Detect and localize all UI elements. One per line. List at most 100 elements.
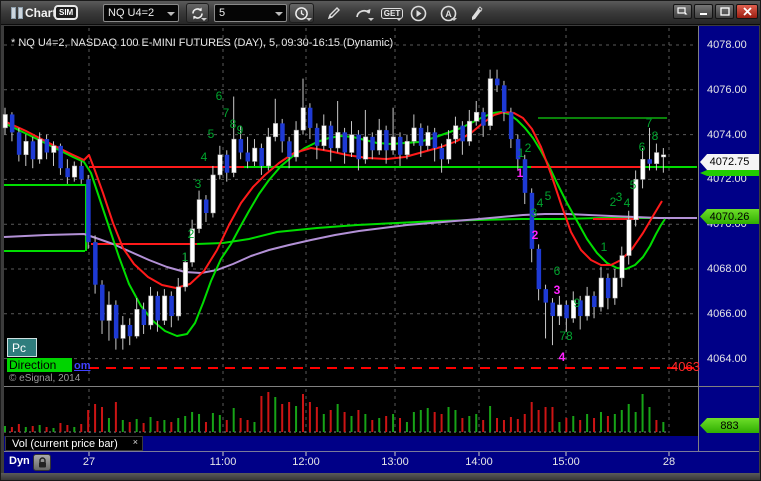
candle-body [543, 289, 549, 303]
volume-bar [572, 416, 575, 432]
candle-body [571, 300, 577, 319]
redo-arrow-icon[interactable] [353, 4, 375, 22]
candle-body [65, 168, 70, 178]
candle-body [495, 78, 500, 86]
volume-bar [551, 407, 554, 432]
interval-dropdown-value: 5 [219, 7, 226, 19]
lock-icon[interactable] [33, 454, 51, 471]
auto-annotation-icon[interactable]: A [438, 4, 458, 22]
symbol-dropdown[interactable]: NQ U4=2 [103, 4, 179, 22]
candle-body [605, 277, 611, 299]
volume-bar [45, 427, 48, 432]
volume-bar [24, 427, 27, 432]
volume-bar [343, 412, 346, 432]
interval-dropdown[interactable]: 5 [214, 4, 287, 22]
volume-bar [211, 413, 214, 432]
candle-body [72, 165, 78, 178]
volume-bar [156, 421, 159, 432]
candle-body [307, 107, 313, 128]
time-axis-label: 13:00 [381, 456, 409, 468]
candle-body [141, 309, 147, 325]
pivot-count-green: 8 [229, 117, 237, 131]
candle-body [550, 302, 555, 317]
volume-bar [218, 415, 221, 432]
draw-pencil-icon[interactable] [324, 4, 344, 22]
volume-bar [198, 414, 201, 432]
candle-body [16, 132, 22, 155]
link-text[interactable]: om [74, 360, 91, 372]
direction-study-label[interactable]: Direction [7, 358, 72, 372]
volume-bar [579, 420, 582, 432]
volume-bar [475, 414, 478, 432]
volume-bar [246, 420, 249, 432]
volume-bar [66, 425, 69, 432]
candle-body [189, 228, 195, 263]
pc-study-label[interactable]: Pc [7, 338, 37, 357]
chevron-down-icon[interactable] [396, 18, 402, 21]
symbol-settings-button[interactable] [186, 3, 209, 23]
candle-body [238, 139, 244, 153]
volume-bar [10, 427, 13, 432]
minimize-button[interactable] [694, 4, 713, 19]
candle-body [418, 127, 424, 146]
time-interval-button[interactable] [289, 3, 314, 23]
chevron-down-icon[interactable] [201, 18, 207, 21]
chevron-down-icon[interactable] [306, 18, 312, 21]
price-axis-label: 4074.00 [707, 128, 747, 141]
volume-bar [558, 422, 561, 432]
dynamic-session-label: Dyn [9, 455, 30, 467]
volume-bar [662, 422, 665, 432]
price-axis-label: 4076.00 [707, 83, 747, 96]
volume-bar [593, 418, 596, 432]
candle-body [619, 255, 625, 279]
get-data-button[interactable]: GET [380, 4, 404, 22]
close-icon[interactable]: × [132, 437, 138, 447]
paint-brush-icon[interactable] [466, 4, 486, 22]
candle-body [231, 138, 237, 173]
candle-body [467, 120, 473, 142]
candle-body [501, 85, 507, 113]
volume-bar [267, 392, 270, 432]
vol-tab-label: Vol (current price bar) [12, 437, 118, 450]
candle-body [647, 159, 652, 164]
tab-vol-study[interactable]: Vol (current price bar) × [5, 436, 143, 451]
close-button[interactable] [736, 4, 758, 19]
volume-bar [412, 412, 415, 432]
candle-body [280, 123, 285, 142]
chevron-down-icon[interactable] [451, 18, 457, 21]
pivot-count-green: 6 [215, 89, 223, 103]
volume-bar [281, 404, 284, 432]
candle-body [661, 154, 667, 158]
candle-body [155, 295, 160, 321]
volume-bar [232, 408, 235, 432]
candle-body [487, 78, 493, 126]
chevron-down-icon[interactable] [368, 18, 374, 21]
support-level-label: 4063 [671, 359, 700, 374]
play-replay-icon[interactable] [408, 4, 428, 22]
candle-body [120, 324, 126, 339]
candle-body [224, 154, 230, 173]
volume-bar [433, 412, 436, 432]
chevron-down-icon[interactable] [275, 12, 283, 16]
candle-body [127, 325, 133, 337]
volume-bar [94, 404, 97, 432]
restore-window-button[interactable] [673, 4, 692, 19]
maximize-button[interactable] [715, 4, 734, 19]
volume-bar [516, 419, 519, 432]
price-axis[interactable] [699, 26, 759, 451]
chevron-down-icon[interactable] [167, 12, 175, 16]
volume-bar [426, 408, 429, 432]
volume-bar [295, 406, 298, 432]
window-frame-left [1, 25, 4, 473]
circular-arrows-icon [192, 7, 203, 19]
time-axis[interactable] [4, 451, 759, 473]
volume-bar [163, 420, 166, 432]
volume-bar [107, 418, 110, 432]
candle-body [259, 148, 264, 166]
volume-bar [315, 407, 318, 432]
candle-body [245, 152, 251, 162]
candle-body [2, 114, 8, 129]
volume-bar [385, 416, 388, 432]
candle-body [113, 304, 119, 339]
